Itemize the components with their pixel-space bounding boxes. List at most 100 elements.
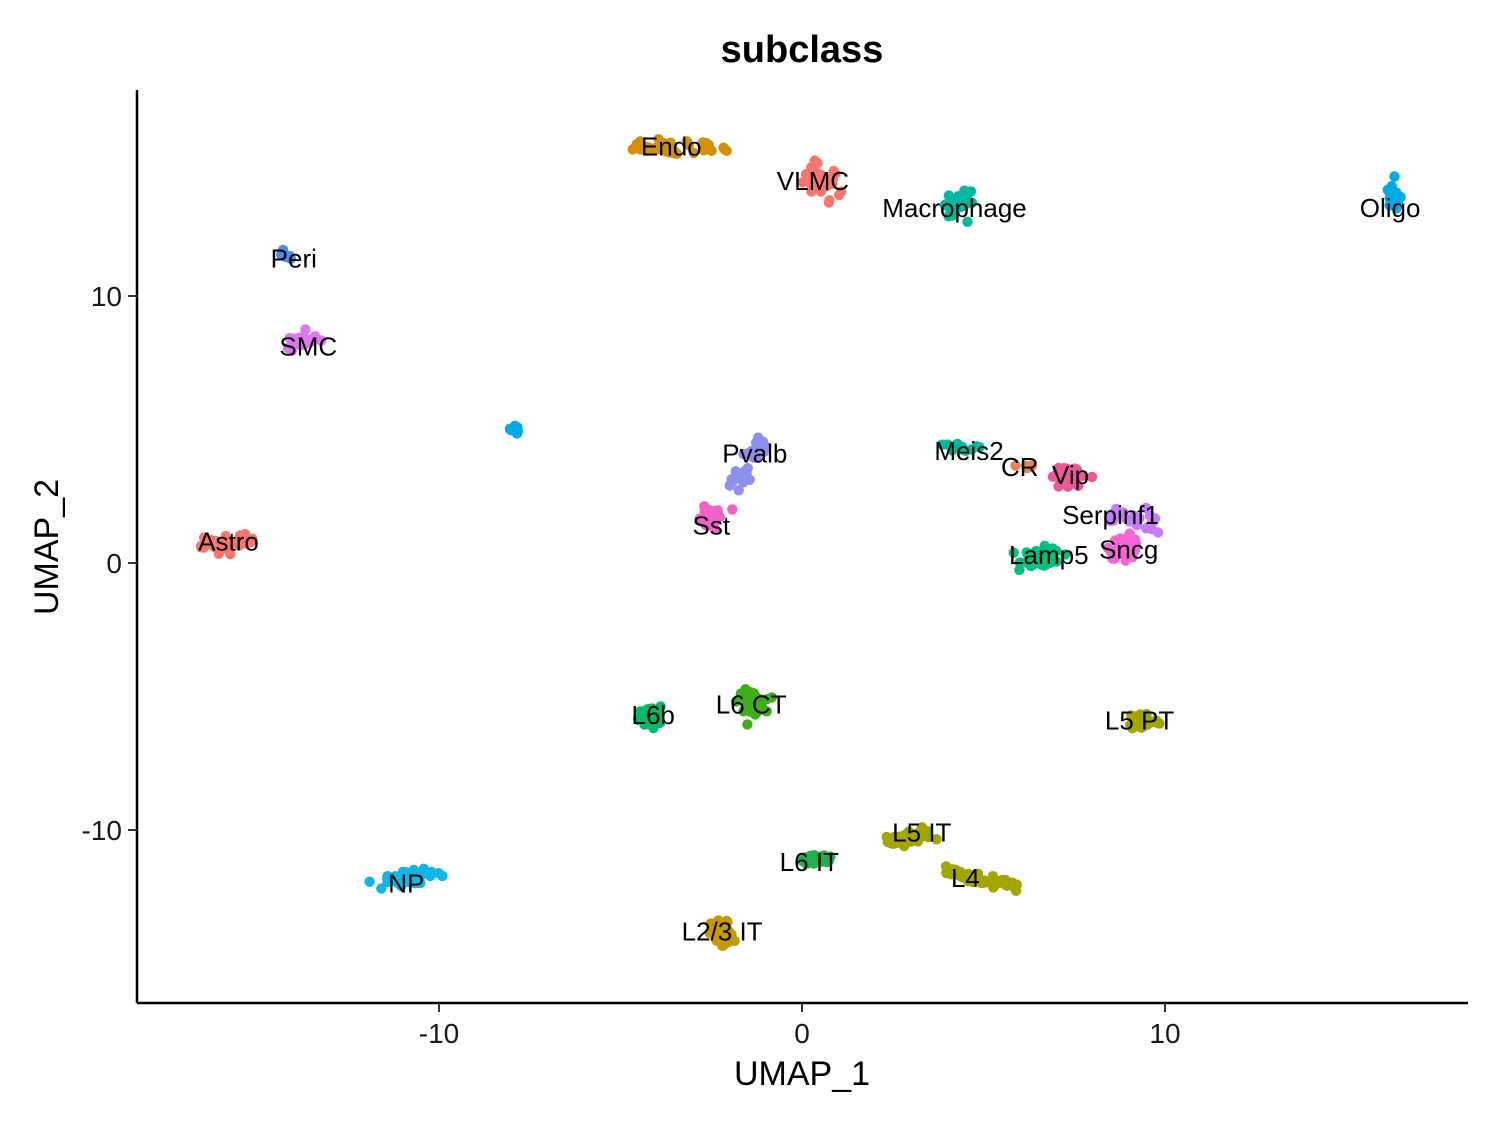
scatter-point [1035, 559, 1047, 570]
scatter-point [761, 694, 772, 705]
scatter-point [653, 134, 664, 145]
scatter-point [749, 709, 761, 720]
cluster-label-peri: Peri [271, 244, 317, 274]
scatter-point [962, 216, 973, 227]
scatter-point [797, 177, 808, 188]
scatter-point [1150, 717, 1161, 728]
scatter-point [1389, 171, 1400, 182]
scatter-point [388, 872, 399, 883]
y-axis-label: UMAP_2 [28, 479, 66, 615]
scatter-point [1026, 555, 1038, 566]
scatter-point [940, 861, 952, 872]
scatter-point [404, 869, 415, 880]
scatter-point [721, 145, 732, 156]
y-tick-label: 10 [91, 281, 122, 312]
scatter-point [1060, 549, 1071, 560]
scatter-point [426, 866, 437, 878]
scatter-point [1119, 547, 1130, 559]
scatter-point [234, 530, 246, 541]
cluster-label-l5-pt: L5 PT [1105, 706, 1174, 736]
scatter-point [943, 190, 954, 201]
scatter-point [195, 542, 207, 553]
scatter-point [509, 420, 521, 431]
scatter-point [809, 182, 820, 193]
scatter-point [754, 446, 765, 457]
scatter-point [639, 712, 650, 724]
scatter-point [683, 140, 695, 151]
cluster-label-vlmc: VLMC [777, 166, 849, 196]
scatter-point [953, 870, 964, 881]
scatter-point [812, 157, 823, 169]
scatter-point [727, 504, 738, 515]
scatter-point [1127, 723, 1138, 734]
scatter-point [639, 141, 650, 152]
scatter-point [1140, 502, 1152, 514]
scatter-point [747, 699, 759, 711]
scatter-point [648, 722, 659, 734]
scatter-point [1145, 522, 1157, 533]
scatter-point [416, 870, 427, 881]
scatter-point [1109, 549, 1120, 560]
scatter-point [1077, 470, 1089, 481]
scatter-point [931, 834, 942, 845]
cluster-label-lamp5: Lamp5 [1009, 540, 1089, 570]
scatter-point [1010, 460, 1021, 471]
scatter-point [712, 505, 723, 516]
scatter-point [1008, 547, 1019, 558]
scatter-point [1124, 516, 1135, 527]
x-tick-label: 10 [1149, 1018, 1180, 1049]
scatter-point [300, 324, 311, 335]
scatter-point [946, 204, 958, 216]
scatter-point [1021, 547, 1032, 558]
scatter-point [739, 465, 751, 477]
scatter-point [1136, 714, 1148, 725]
scatter-point [1025, 461, 1036, 473]
cluster-label-astro: Astro [198, 527, 259, 557]
scatter-point [1014, 564, 1025, 576]
scatter-point [668, 148, 680, 159]
cluster-label-l6-ct: L6 CT [716, 690, 787, 720]
scatter-point [1000, 874, 1011, 886]
cluster-labels-layer: Endo VLMC Macrophage Oligo Peri SMC Pvalb Sst As… [198, 132, 1420, 947]
scatter-point [836, 186, 847, 197]
scatter-point [881, 831, 892, 843]
scatter-point [234, 540, 245, 551]
scatter-point [1107, 511, 1119, 523]
scatter-point [972, 868, 984, 879]
cluster-label-serpinf1: Serpinf1 [1062, 500, 1159, 530]
cluster-label-l5-it: L5 IT [892, 818, 951, 848]
cluster-label-l2-3-it: L2/3 IT [682, 917, 763, 947]
cluster-label-endo: Endo [641, 132, 702, 162]
scatter-point [807, 170, 819, 181]
cluster-label-l6-it: L6 IT [780, 847, 839, 877]
cluster-label-l4: L4 [951, 863, 980, 893]
scatter-point [292, 333, 303, 344]
scatter-point [628, 143, 639, 155]
cluster-label-oligo: Oligo [1360, 193, 1421, 223]
scatter-point [947, 445, 958, 456]
scatter-point [755, 700, 766, 712]
scatter-point [733, 485, 744, 496]
scatter-point [917, 831, 928, 842]
scatter-point [276, 249, 288, 260]
scatter-point [706, 145, 717, 156]
cluster-label-sst: Sst [693, 511, 731, 541]
scatter-point [800, 858, 811, 869]
scatter-point [742, 719, 753, 730]
scatter-point [1051, 556, 1062, 567]
scatter-point [1062, 466, 1074, 478]
scatter-point [285, 253, 297, 264]
scatter-point [1047, 543, 1058, 554]
x-tick-label: -10 [419, 1018, 459, 1049]
y-tick-label: 0 [106, 548, 122, 579]
scatter-point [364, 876, 375, 887]
y-tick-label: -10 [82, 815, 122, 846]
cluster-label-macrophage: Macrophage [882, 193, 1027, 223]
scatter-point [1109, 535, 1121, 546]
cluster-label-vip: Vip [1052, 460, 1089, 490]
scatter-point [937, 439, 948, 450]
x-axis-label: UMAP_1 [734, 1055, 870, 1093]
scatter-point [225, 548, 236, 560]
cluster-label-pvalb: Pvalb [722, 439, 787, 469]
